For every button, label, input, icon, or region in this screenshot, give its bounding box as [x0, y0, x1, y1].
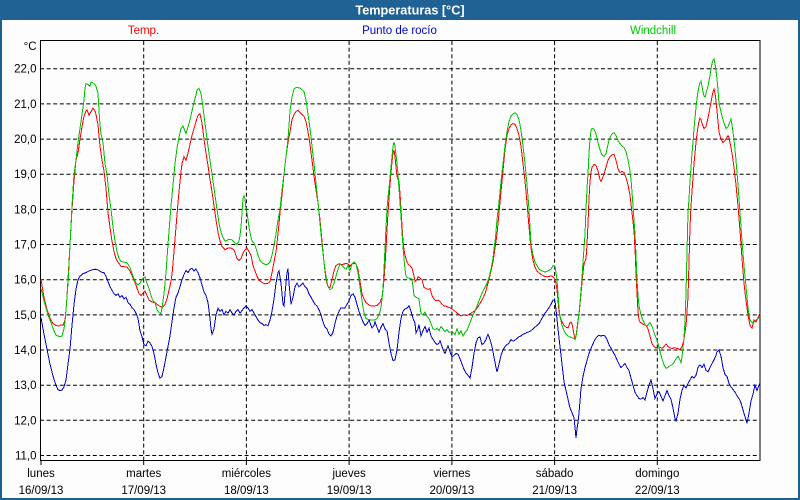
- svg-text:19/09/13: 19/09/13: [327, 485, 372, 497]
- svg-text:20,0: 20,0: [14, 134, 36, 146]
- svg-text:19,0: 19,0: [14, 169, 36, 181]
- svg-text:Windchill: Windchill: [630, 25, 676, 37]
- svg-text:viernes: viernes: [433, 468, 470, 480]
- svg-text:Punto de rocío: Punto de rocío: [362, 25, 437, 37]
- svg-text:22/09/13: 22/09/13: [635, 485, 680, 497]
- svg-text:Temp.: Temp.: [128, 25, 159, 37]
- svg-text:miércoles: miércoles: [222, 468, 271, 480]
- svg-text:16/09/13: 16/09/13: [19, 485, 64, 497]
- svg-text:18,0: 18,0: [14, 204, 36, 216]
- svg-text:16,0: 16,0: [14, 275, 36, 287]
- svg-text:domingo: domingo: [635, 468, 679, 480]
- svg-text:20/09/13: 20/09/13: [430, 485, 475, 497]
- svg-text:12,0: 12,0: [14, 415, 36, 427]
- svg-text:15,0: 15,0: [14, 310, 36, 322]
- svg-text:martes: martes: [126, 468, 161, 480]
- svg-text:13,0: 13,0: [14, 380, 36, 392]
- svg-text:Temperaturas [°C]: Temperaturas [°C]: [355, 4, 464, 18]
- svg-text:sábado: sábado: [536, 468, 574, 480]
- svg-text:jueves: jueves: [331, 468, 365, 480]
- svg-text:14,0: 14,0: [14, 345, 36, 357]
- svg-text:21,0: 21,0: [14, 99, 36, 111]
- svg-text:17,0: 17,0: [14, 240, 36, 252]
- svg-text:lunes: lunes: [27, 468, 55, 480]
- svg-text:°C: °C: [24, 41, 37, 53]
- svg-text:22,0: 22,0: [14, 64, 36, 76]
- svg-text:17/09/13: 17/09/13: [121, 485, 166, 497]
- svg-text:11,0: 11,0: [15, 451, 37, 463]
- svg-text:21/09/13: 21/09/13: [532, 485, 577, 497]
- svg-text:18/09/13: 18/09/13: [224, 485, 269, 497]
